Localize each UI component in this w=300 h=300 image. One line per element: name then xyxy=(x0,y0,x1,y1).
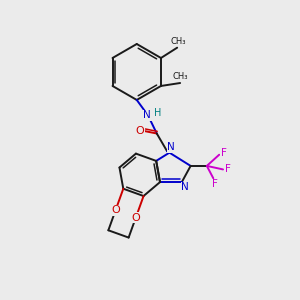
Text: CH₃: CH₃ xyxy=(170,37,185,46)
Text: O: O xyxy=(111,205,120,215)
Text: O: O xyxy=(135,126,144,136)
Text: N: N xyxy=(143,110,151,120)
Text: F: F xyxy=(212,179,218,189)
Text: O: O xyxy=(131,213,140,223)
Text: N: N xyxy=(182,182,189,192)
Text: H: H xyxy=(154,109,161,118)
Text: N: N xyxy=(167,142,175,152)
Text: F: F xyxy=(221,148,226,158)
Text: CH₃: CH₃ xyxy=(173,72,188,81)
Text: F: F xyxy=(225,164,231,174)
